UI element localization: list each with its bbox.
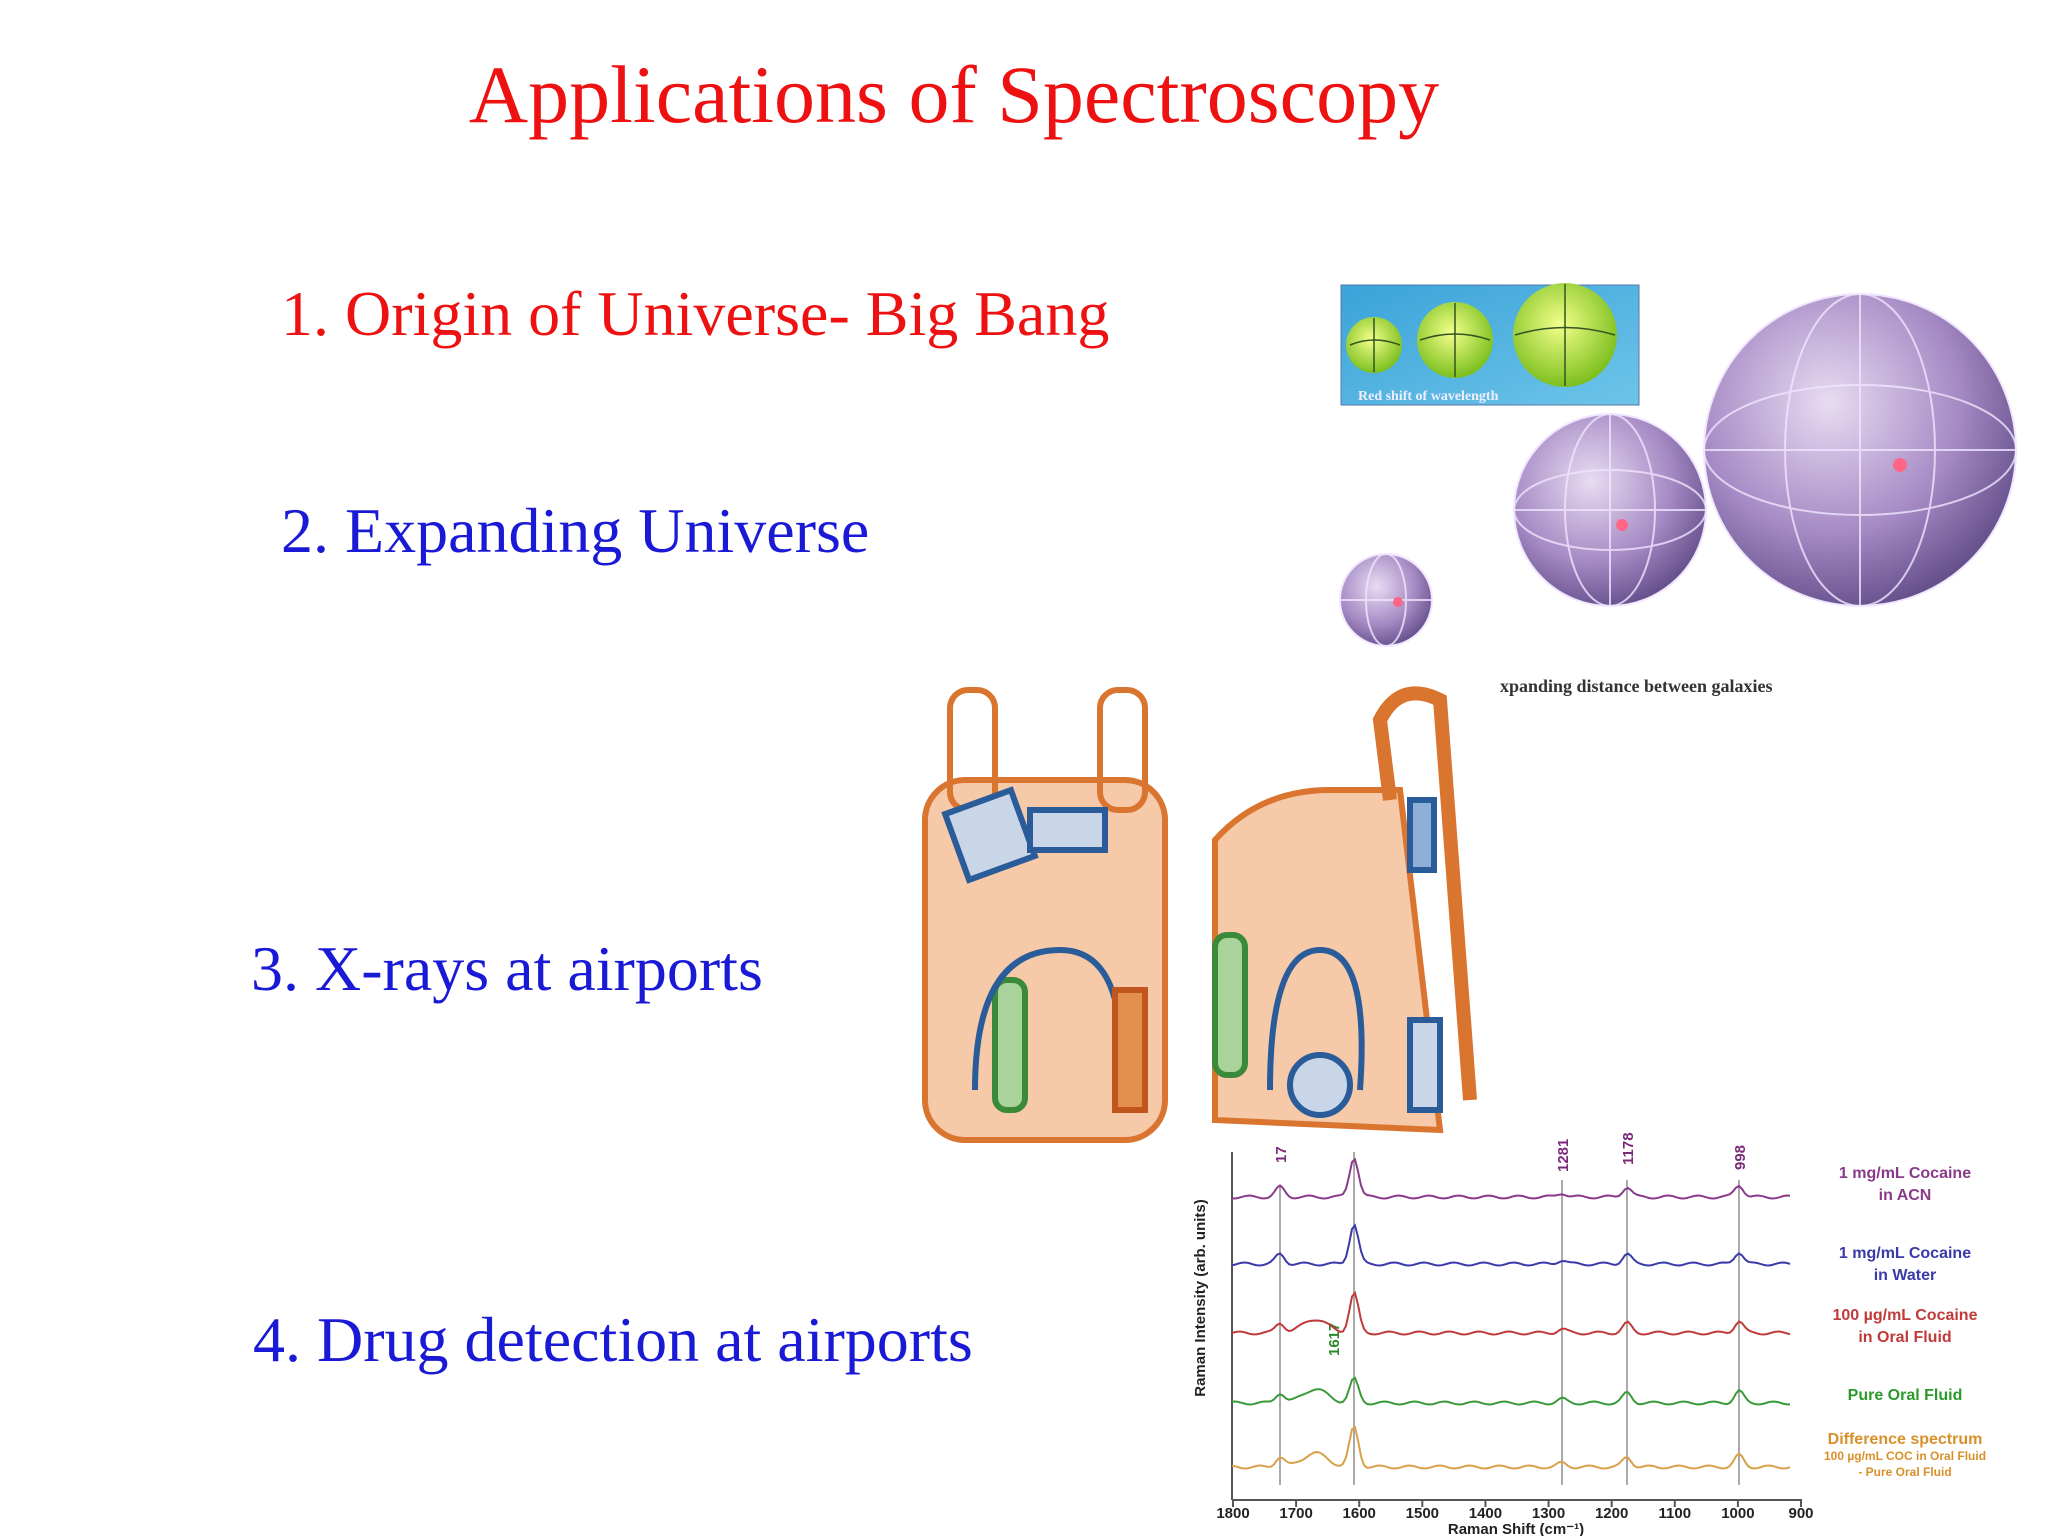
- legend-label: - Pure Oral Fluid: [1858, 1465, 1951, 1479]
- legend-label: 1 mg/mL Cocaine: [1839, 1245, 1971, 1262]
- tick-label: 1100: [1659, 1505, 1692, 1522]
- axis-label: Raman Shift (cm⁻¹): [1448, 1521, 1584, 1536]
- list-item: 1. Origin of Universe- Big Bang: [281, 278, 1109, 349]
- legend-label: 100 µg/mL COC in Oral Fluid: [1824, 1449, 1986, 1463]
- legend-label: 1 mg/mL Cocaine: [1839, 1165, 1971, 1182]
- galaxies-image: xpanding distance between galaxies: [1339, 293, 2017, 696]
- tick-label: 1200: [1595, 1505, 1628, 1522]
- xray-image: [922, 686, 1477, 1143]
- raman-figure: Raman Intensity (arb. units) Raman Shift…: [1192, 1132, 1986, 1536]
- peak-label: 998: [1732, 1145, 1749, 1170]
- legend-label: in Water: [1874, 1267, 1937, 1284]
- list-item: 4. Drug detection at airports: [253, 1304, 973, 1375]
- list-item: 2. Expanding Universe: [281, 495, 869, 566]
- legend-label: in Oral Fluid: [1858, 1329, 1951, 1346]
- peak-label: 1281: [1555, 1139, 1572, 1172]
- peak-label: 1178: [1620, 1132, 1637, 1165]
- tick-label: 1700: [1279, 1505, 1312, 1522]
- redshift-image: Red shift of wavelength: [1340, 283, 1640, 406]
- tick-label: 900: [1788, 1505, 1813, 1522]
- tick-label: 1600: [1343, 1505, 1376, 1522]
- legend-label: 100 µg/mL Cocaine: [1833, 1307, 1978, 1324]
- tick-label: 1800: [1216, 1505, 1249, 1522]
- legend-label: Difference spectrum: [1828, 1431, 1983, 1448]
- tick-label: 1300: [1532, 1505, 1565, 1522]
- tick-label: 1400: [1469, 1505, 1502, 1522]
- spectrum-trace: [1231, 1376, 1790, 1406]
- spectrum-trace: [1231, 1290, 1791, 1336]
- image-caption: Red shift of wavelength: [1358, 389, 1499, 404]
- legend-label: Pure Oral Fluid: [1848, 1387, 1963, 1404]
- tick-label: 1500: [1406, 1505, 1439, 1522]
- image-caption: xpanding distance between galaxies: [1500, 676, 1773, 696]
- spectrum-trace: [1231, 1223, 1791, 1267]
- peak-label: 17: [1273, 1146, 1290, 1163]
- tick-label: 1000: [1721, 1505, 1754, 1522]
- legend-label: in ACN: [1879, 1187, 1932, 1204]
- axis-label: Raman Intensity (arb. units): [1192, 1199, 1209, 1397]
- slide-title: Applications of Spectroscopy: [469, 49, 1439, 140]
- spectrum-trace: [1231, 1425, 1791, 1470]
- spectrum-trace: [1231, 1157, 1791, 1200]
- list-item: 3. X-rays at airports: [251, 933, 763, 1004]
